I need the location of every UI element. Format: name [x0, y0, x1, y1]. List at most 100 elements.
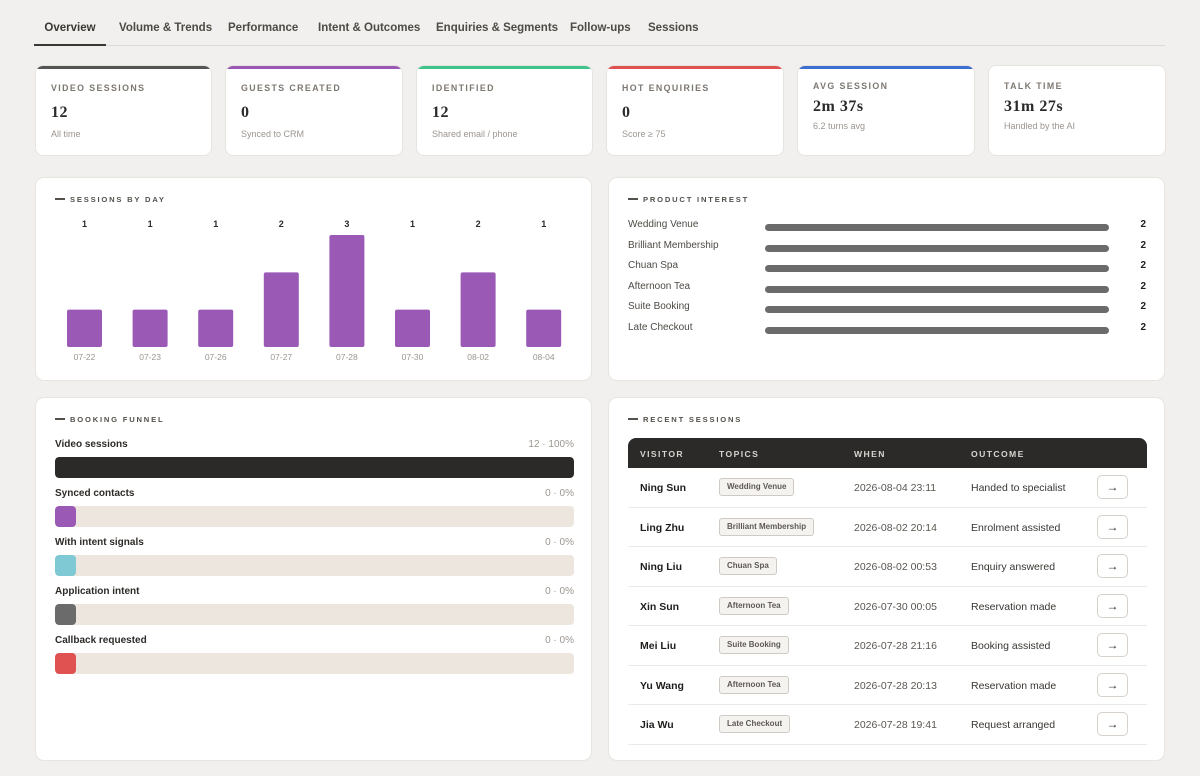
product-count: 2	[1140, 321, 1146, 333]
funnel-track	[55, 555, 574, 576]
kpi-label: AVG SESSION	[813, 81, 889, 91]
open-session-button[interactable]: →	[1097, 475, 1128, 499]
session-time: 2026-08-02 00:53	[854, 561, 937, 573]
arrow-right-icon: →	[1106, 598, 1119, 613]
kpi-accent-bar	[798, 66, 974, 69]
kpi-card-identified: IDENTIFIED 12 Shared email / phone	[416, 65, 593, 156]
product-name: Afternoon Tea	[628, 280, 691, 292]
open-session-button[interactable]: →	[1097, 554, 1128, 578]
product-interest-panel: PRODUCT INTEREST Wedding Venue 2 Brillia…	[608, 177, 1165, 381]
product-name: Brilliant Membership	[628, 239, 719, 251]
funnel-track	[55, 457, 574, 478]
funnel-stage-label: With intent signals	[55, 537, 144, 548]
booking-funnel-panel: BOOKING FUNNEL Video sessions 12 · 100% Sy…	[35, 397, 592, 761]
topic-tag: Brilliant Membership	[719, 517, 815, 536]
kpi-accent-bar	[607, 66, 783, 69]
open-session-button[interactable]: →	[1097, 672, 1128, 697]
arrow-right-icon: →	[1106, 519, 1119, 534]
kpi-sub: 6.2 turns avg	[813, 121, 866, 131]
session-time: 2026-07-28 19:41	[854, 719, 937, 731]
product-name: Chuan Spa	[628, 260, 679, 271]
chart-bar	[329, 235, 365, 347]
topic-tag: Chuan Spa	[719, 557, 777, 575]
arrow-right-icon: →	[1106, 638, 1119, 652]
tab-performance[interactable]: Performance	[228, 22, 299, 34]
session-outcome: Handed to specialist	[971, 482, 1066, 494]
product-count: 2	[1140, 280, 1146, 292]
tab-overview[interactable]: Overview	[34, 0, 106, 46]
tab-enquiries-segments[interactable]: Enquiries & Segments	[436, 22, 559, 34]
kpi-value: 12	[432, 104, 449, 121]
product-interest-row: Chuan Spa 2	[628, 260, 1149, 274]
topic-tag: Late Checkout	[719, 715, 791, 733]
tab-volume-trends[interactable]: Volume & Trends	[119, 22, 213, 34]
column-header-when: WHEN	[854, 449, 886, 459]
sessions-by-day-chart: 1 07-22 1 07-23 1 07-26 2 07-27 3 07-28 1 07-30 2 08-…	[67, 219, 562, 362]
table-row: Ling Zhu Brilliant Membership 2026-08-02 2…	[628, 508, 1147, 547]
funnel-stage-stat: 0 · 0%	[545, 635, 574, 646]
visitor-name: Mei Liu	[640, 640, 677, 652]
chart-data-label: 2	[476, 219, 481, 229]
product-bar	[765, 224, 1109, 231]
funnel-stage: With intent signals 0 · 0%	[55, 537, 574, 577]
product-name: Wedding Venue	[628, 219, 699, 230]
open-session-button[interactable]: →	[1097, 514, 1128, 539]
chart-data-label: 1	[213, 219, 218, 229]
kpi-value: 12	[51, 104, 68, 121]
kpi-label: TALK TIME	[1004, 81, 1063, 91]
funnel-stage-label: Video sessions	[55, 439, 128, 450]
funnel-stage-stat: 0 · 0%	[545, 537, 574, 548]
product-name: Suite Booking	[628, 301, 690, 312]
session-time: 2026-07-30 00:05	[854, 600, 937, 613]
funnel-track	[55, 604, 574, 625]
column-header-outcome: OUTCOME	[971, 449, 1025, 459]
panel-title: SESSIONS BY DAY	[55, 195, 166, 204]
table-row: Ning Sun Wedding Venue 2026-08-04 23:11 Han…	[628, 468, 1147, 508]
product-bar	[765, 265, 1109, 272]
product-count: 2	[1140, 260, 1146, 271]
session-time: 2026-08-02 20:14	[854, 521, 937, 534]
chart-bar	[460, 272, 496, 347]
product-count: 2	[1140, 219, 1146, 230]
chart-data-label: 3	[344, 219, 349, 229]
session-outcome: Enrolment assisted	[971, 521, 1061, 534]
product-bar	[765, 244, 1109, 252]
visitor-name: Jia Wu	[640, 719, 674, 731]
session-time: 2026-07-28 21:16	[854, 640, 937, 652]
chart-data-label: 1	[541, 219, 546, 229]
kpi-value: 2m 37s	[813, 98, 864, 115]
panel-title: RECENT SESSIONS	[628, 415, 742, 424]
chart-tick-label: 08-04	[533, 352, 555, 362]
funnel-fill	[55, 457, 574, 478]
kpi-sub: Score ≥ 75	[622, 129, 666, 139]
funnel-stage-stat: 12 · 100%	[528, 439, 574, 450]
open-session-button[interactable]: →	[1097, 593, 1128, 618]
funnel-stage-stat: 0 · 0%	[545, 586, 574, 597]
open-session-button[interactable]: →	[1097, 633, 1128, 657]
chart-bar	[263, 272, 299, 347]
tab-intent-outcomes[interactable]: Intent & Outcomes	[318, 22, 421, 34]
funnel-stage: Callback requested 0 · 0%	[55, 635, 574, 675]
funnel-stage: Application intent 0 · 0%	[55, 586, 574, 626]
chart-tick-label: 07-26	[205, 352, 227, 362]
chart-tick-label: 07-27	[270, 352, 292, 362]
kpi-card-avg-session: AVG SESSION 2m 37s 6.2 turns avg	[797, 65, 975, 156]
product-interest-row: Wedding Venue 2	[628, 219, 1149, 233]
kpi-card-guests-created: GUESTS CREATED 0 Synced to CRM	[225, 65, 403, 156]
chart-data-label: 1	[148, 219, 153, 229]
chart-bar	[67, 309, 102, 347]
chart-bar	[526, 309, 562, 347]
topic-tag: Afternoon Tea	[719, 596, 789, 615]
session-outcome: Reservation made	[971, 679, 1057, 692]
kpi-accent-bar	[226, 66, 402, 69]
product-interest-row: Afternoon Tea 2	[628, 281, 1149, 295]
tab-follow-ups[interactable]: Follow-ups	[570, 22, 631, 34]
kpi-accent-bar	[417, 66, 592, 69]
session-outcome: Enquiry answered	[971, 561, 1056, 573]
product-interest-row: Suite Booking 2	[628, 301, 1149, 315]
topic-tag: Suite Booking	[719, 636, 789, 654]
open-session-button[interactable]: →	[1097, 712, 1128, 736]
arrow-right-icon: →	[1106, 480, 1119, 494]
tab-sessions[interactable]: Sessions	[648, 22, 699, 34]
table-row: Xin Sun Afternoon Tea 2026-07-30 00:05 Rese…	[628, 587, 1147, 626]
